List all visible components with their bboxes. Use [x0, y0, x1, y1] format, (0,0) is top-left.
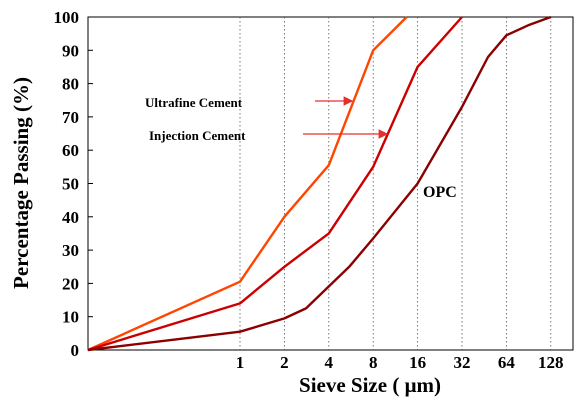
annotation-injection: Injection Cement	[149, 128, 246, 143]
x-tick-label-1: 1	[236, 353, 245, 372]
x-tick-label-8: 8	[369, 353, 378, 372]
y-tick-label-90: 90	[62, 41, 79, 60]
y-tick-label-10: 10	[62, 308, 79, 327]
y-tick-label-60: 60	[62, 141, 79, 160]
x-axis-title: Sieve Size ( μm)	[299, 373, 441, 397]
series-line-injection-cement	[87, 16, 463, 352]
x-tick-label-16: 16	[409, 353, 426, 372]
plot-area	[87, 16, 574, 351]
y-tick-label-100: 100	[54, 8, 80, 27]
annotation-opc: OPC	[423, 184, 457, 201]
annotation-ultrafine: Ultrafine Cement	[145, 95, 243, 110]
series-line-ultrafine-cement	[87, 16, 408, 352]
x-tick-label-32: 32	[454, 353, 471, 372]
y-tick-label-30: 30	[62, 241, 79, 260]
x-tick-label-4: 4	[325, 353, 334, 372]
y-tick-label-50: 50	[62, 175, 79, 194]
series-line-opc	[87, 15, 552, 352]
y-tick-label-80: 80	[62, 75, 79, 94]
axis-ticks: 1 2 4 8 16 32 64 128 0 10 20 30 40 50 60 70 80 90 100	[54, 8, 564, 372]
x-tick-label-2: 2	[280, 353, 289, 372]
y-axis-title: Percentage Passing (%)	[9, 77, 33, 289]
x-tick-label-128: 128	[538, 353, 564, 372]
series-lines	[87, 15, 552, 352]
grid-lines	[239, 17, 552, 350]
y-tick-label-20: 20	[62, 274, 79, 293]
y-tick-label-40: 40	[62, 208, 79, 227]
y-tick-label-0: 0	[71, 341, 80, 360]
y-tick-label-70: 70	[62, 108, 79, 127]
x-tick-label-64: 64	[498, 353, 516, 372]
